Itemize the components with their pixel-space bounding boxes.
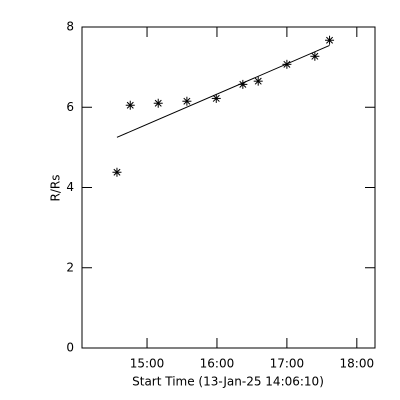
y-tick-label: 4 (66, 180, 74, 194)
y-tick-label: 0 (66, 341, 74, 355)
x-axis-label: Start Time (13-Jan-25 14:06:10) (132, 375, 324, 389)
x-tick-label: 17:00 (270, 357, 305, 371)
fit-line (116, 44, 330, 138)
plot-frame (81, 26, 376, 349)
asterisk-marker (253, 76, 263, 86)
x-tick-label: 18:00 (340, 357, 375, 371)
asterisk-stroke (212, 94, 220, 102)
asterisk-marker (310, 51, 320, 61)
asterisk-stroke (113, 168, 121, 176)
asterisk-stroke (126, 101, 134, 109)
x-tick-label: 15:00 (130, 357, 165, 371)
asterisk-marker (125, 100, 135, 110)
asterisk-marker (211, 93, 221, 103)
asterisk-stroke (183, 97, 191, 105)
asterisk-stroke (254, 77, 262, 85)
y-tick-label: 8 (66, 20, 74, 34)
asterisk-marker (153, 98, 163, 108)
asterisk-marker (325, 35, 335, 45)
asterisk-stroke (154, 99, 162, 107)
x-tick-label: 16:00 (200, 357, 235, 371)
asterisk-stroke (326, 36, 334, 44)
asterisk-marker (182, 96, 192, 106)
asterisk-marker (112, 167, 122, 177)
asterisk-stroke (311, 52, 319, 60)
y-tick-label: 6 (66, 100, 74, 114)
y-tick-label: 2 (66, 260, 74, 274)
y-axis-label: R/Rs (49, 175, 63, 202)
